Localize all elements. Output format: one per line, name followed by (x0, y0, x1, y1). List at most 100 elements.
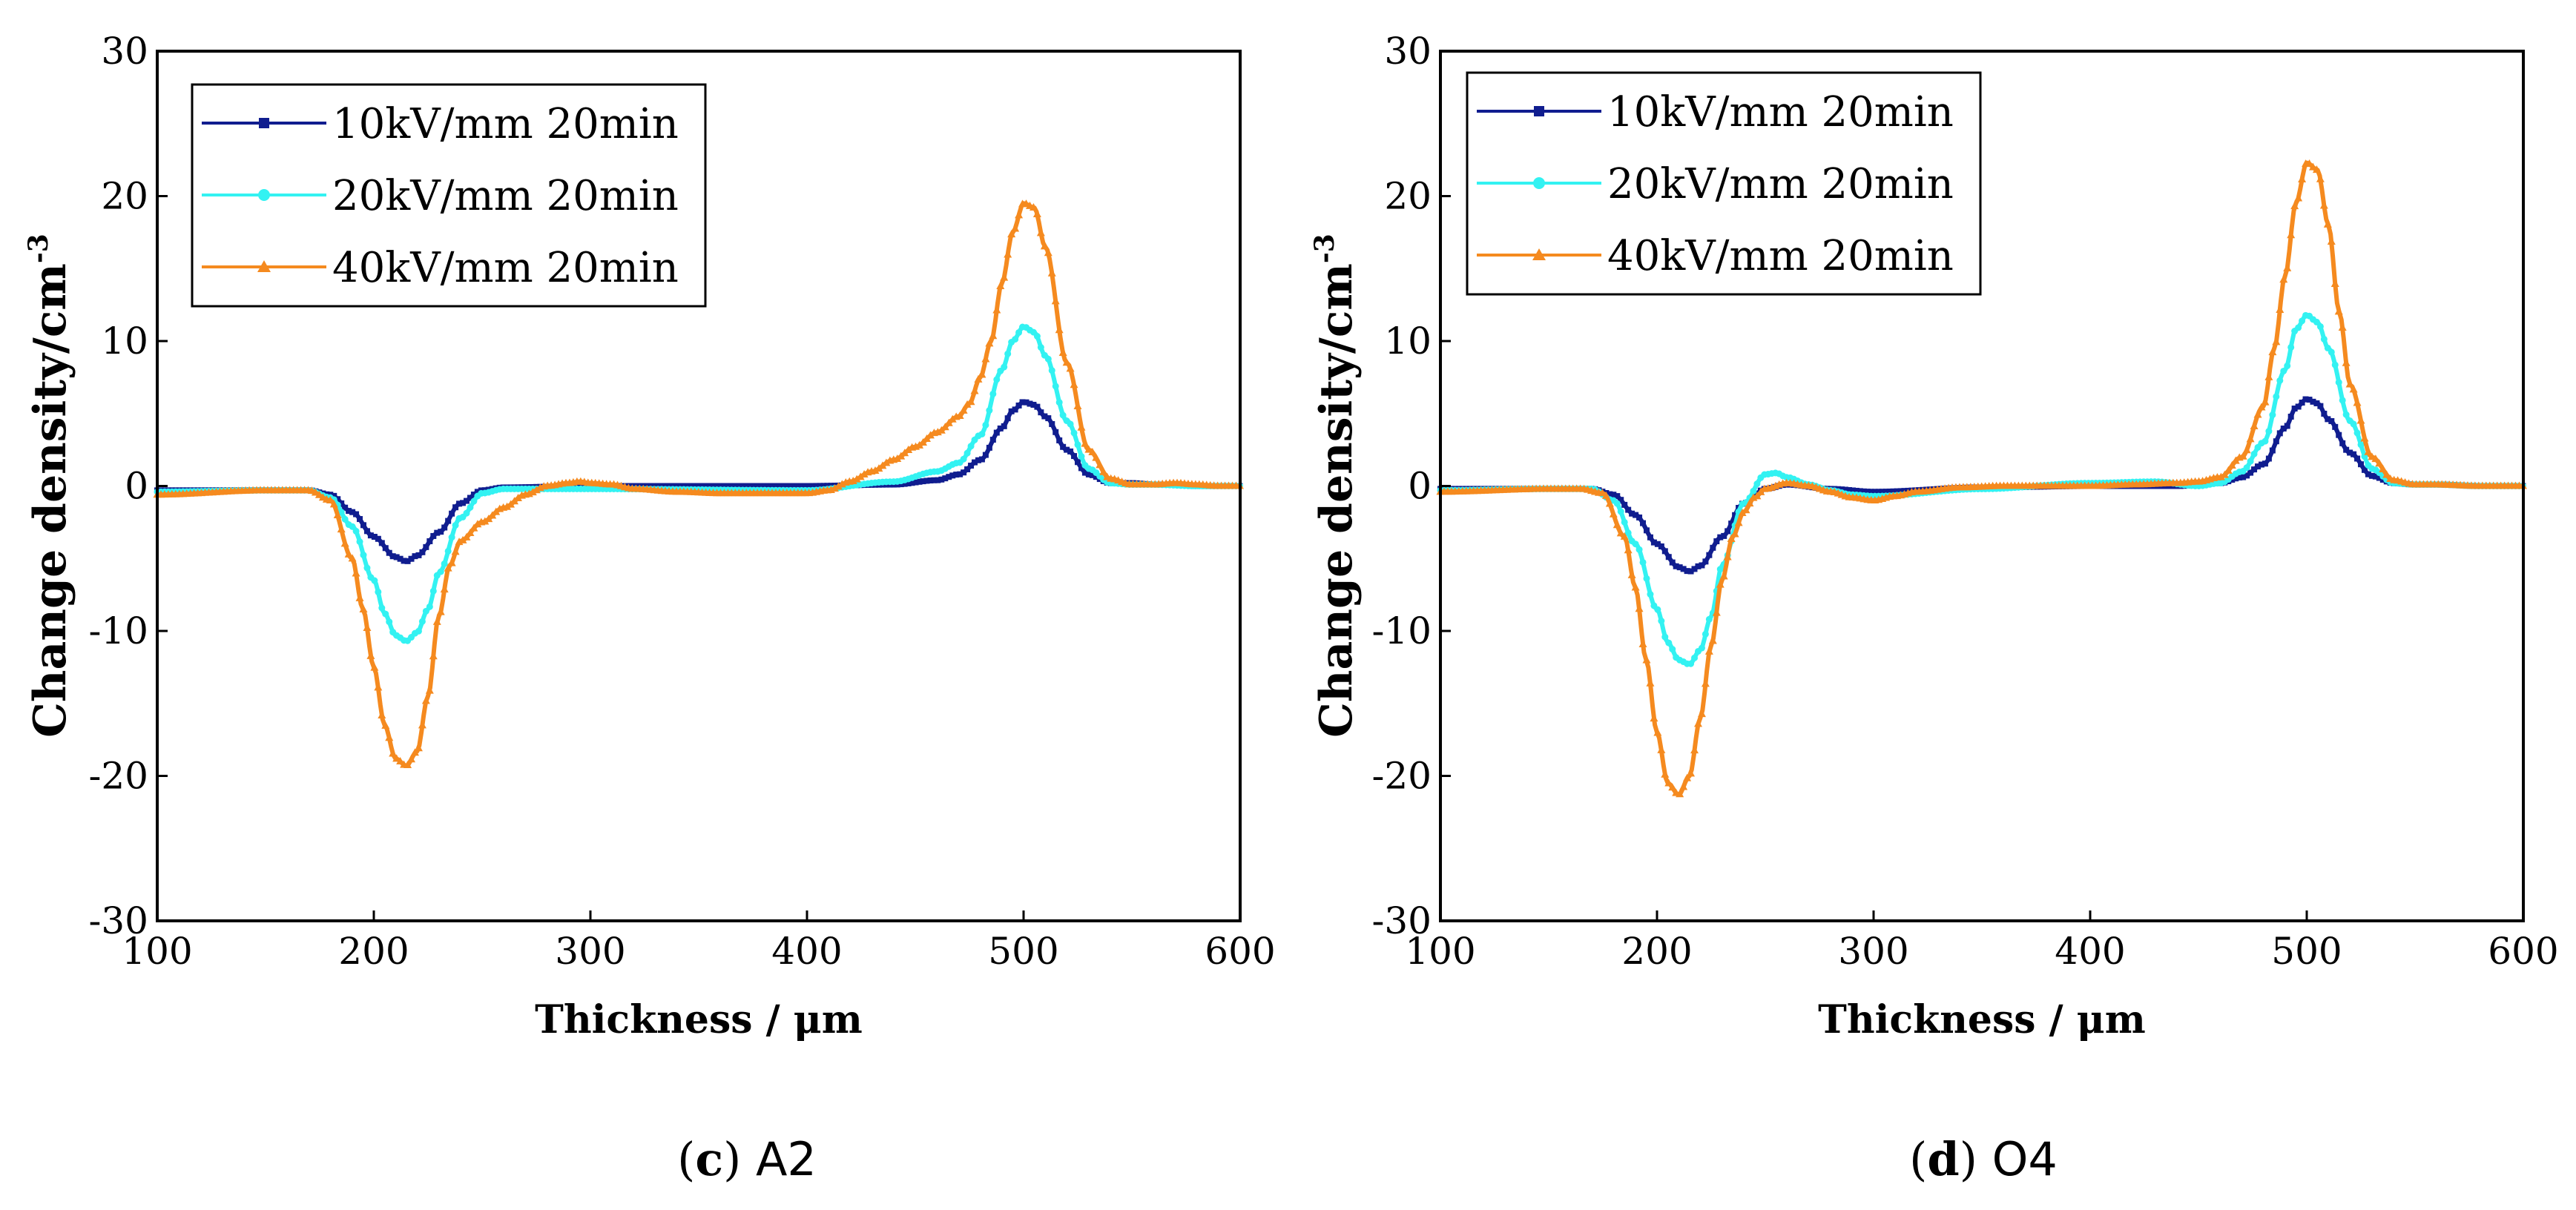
data-point (382, 610, 389, 618)
data-point (1011, 224, 1020, 232)
data-point (441, 560, 448, 567)
data-point (333, 510, 342, 518)
data-point (1047, 268, 1056, 277)
data-point (1613, 500, 1621, 507)
data-point (912, 479, 919, 486)
data-point (1099, 467, 1108, 475)
data-point (367, 532, 374, 539)
data-point (421, 696, 430, 704)
x-tick-label: 100 (1405, 930, 1475, 973)
data-point (901, 480, 908, 487)
data-point (2349, 385, 2358, 393)
data-point (2376, 475, 2382, 481)
data-point (337, 509, 345, 516)
x-tick-label: 400 (2055, 930, 2125, 973)
data-point (2339, 440, 2346, 446)
data-point (532, 486, 541, 494)
data-point (695, 483, 702, 489)
data-point (1653, 728, 1662, 736)
data-point (371, 533, 378, 540)
legend-marker-triangle (1532, 248, 1546, 260)
x-tick-label: 500 (988, 930, 1058, 973)
data-point (389, 749, 398, 757)
data-point (396, 757, 405, 765)
data-point (1683, 773, 1692, 781)
data-point (1070, 429, 1078, 437)
data-point (1007, 230, 1016, 238)
data-point (2353, 398, 2362, 406)
data-point (944, 418, 953, 426)
data-point (1075, 459, 1081, 466)
data-point (949, 472, 956, 479)
data-point (353, 511, 360, 518)
data-point (680, 483, 687, 489)
data-point (1842, 486, 1849, 493)
data-point (1078, 453, 1085, 460)
data-point (691, 483, 698, 489)
data-point (993, 429, 1000, 436)
data-point (371, 577, 378, 584)
data-point (2287, 343, 2295, 351)
data-point (1019, 399, 1026, 406)
data-point (1646, 678, 1655, 687)
data-point (474, 489, 481, 495)
data-point (1857, 488, 1863, 495)
data-point (1657, 745, 1666, 753)
data-point (1096, 460, 1104, 469)
data-point (978, 456, 985, 463)
data-point (1669, 559, 1676, 566)
data-point (820, 483, 827, 489)
data-point (669, 483, 676, 489)
data-point (2334, 307, 2343, 315)
data-point (1041, 413, 1048, 420)
data-point (673, 483, 679, 489)
data-point (1668, 783, 1677, 791)
data-point (2224, 466, 2233, 474)
caption-label: d (1927, 1132, 1959, 1186)
data-point (2276, 305, 2285, 313)
data-point (959, 406, 968, 414)
data-point (960, 455, 967, 463)
data-point (452, 521, 459, 529)
legend: 10kV/mm 20min 20kV/mm 20min 40kV/mm 20mi… (191, 83, 707, 308)
data-point (2276, 377, 2284, 384)
caption-paren-open: ( (677, 1132, 695, 1186)
data-point (1727, 535, 1736, 543)
data-point (429, 587, 437, 595)
data-point (1607, 491, 1613, 497)
data-point (1033, 333, 1041, 340)
y-tick-label: 20 (1384, 175, 1432, 218)
data-point (1716, 566, 1724, 573)
data-point (463, 509, 470, 517)
data-point (378, 710, 386, 718)
data-point (2313, 400, 2320, 406)
data-point (1730, 529, 1739, 538)
data-point (830, 484, 839, 492)
data-point (1753, 480, 1761, 488)
data-point (909, 480, 915, 486)
data-point (985, 339, 994, 347)
data-point (997, 425, 1004, 432)
data-point (337, 525, 346, 533)
data-point (856, 472, 865, 480)
data-point (344, 549, 353, 558)
x-tick-label: 400 (771, 930, 842, 973)
legend-label-20kv: 20kV/mm 20min (332, 172, 679, 220)
legend-item-40kv: 40kV/mm 20min (202, 244, 679, 292)
data-point (964, 466, 971, 472)
data-point (360, 522, 366, 529)
data-point (993, 376, 1001, 383)
data-point (1078, 465, 1084, 472)
data-point (1067, 448, 1074, 454)
data-point (725, 483, 731, 489)
data-point (1721, 532, 1727, 539)
data-point (684, 483, 691, 489)
data-point (2280, 367, 2287, 374)
data-point (2244, 472, 2250, 479)
data-point (2308, 162, 2317, 171)
data-point (852, 475, 861, 483)
data-point (1058, 348, 1067, 356)
data-point (953, 472, 960, 478)
data-point (1015, 211, 1024, 219)
data-point (1650, 714, 1658, 722)
